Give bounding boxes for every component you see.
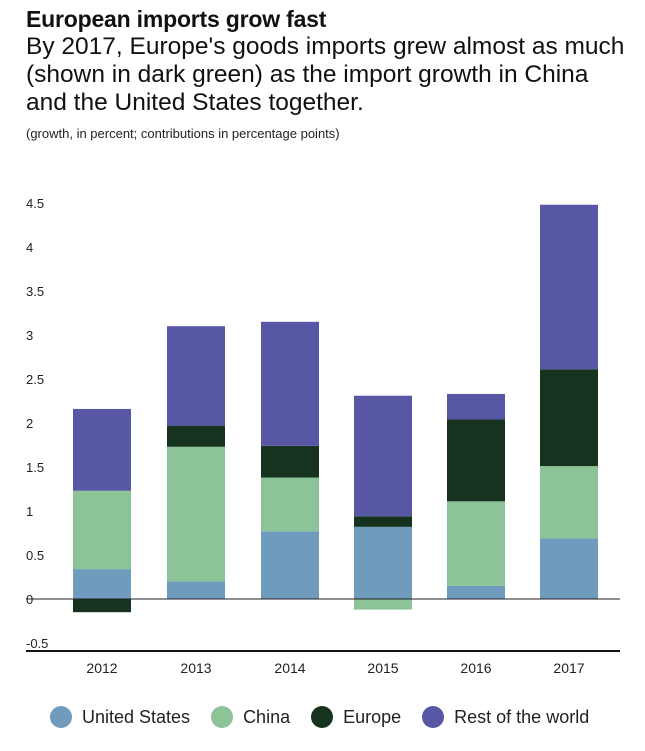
legend-label: Rest of the world	[454, 706, 590, 727]
bar-segment	[447, 585, 505, 599]
bar-segment	[167, 425, 225, 447]
chart-note: (growth, in percent; contributions in pe…	[26, 126, 340, 141]
bar-segment	[447, 393, 505, 420]
bar-segment	[447, 501, 505, 586]
y-tick-label: 3.5	[26, 284, 44, 299]
legend-label: China	[243, 706, 291, 727]
y-tick-label: 4.5	[26, 196, 44, 211]
bar-segment	[73, 408, 131, 491]
y-tick-label: 1	[26, 504, 33, 519]
y-tick-label: -0.5	[26, 636, 48, 651]
bar-segment	[354, 599, 412, 610]
bar-segment	[540, 204, 598, 370]
bar-segment	[167, 446, 225, 582]
legend-item-china: China	[211, 706, 290, 728]
y-tick-label: 2.5	[26, 372, 44, 387]
stacked-bar-chart: 4.543.532.521.510.50-0.52012201320142015…	[26, 196, 620, 676]
legend-label: Europe	[343, 706, 402, 727]
x-tick-label: 2012	[86, 660, 117, 676]
legend-swatch	[422, 706, 445, 728]
bar-segment	[540, 369, 598, 467]
x-tick-label: 2014	[274, 660, 305, 676]
bar-segment	[261, 477, 319, 532]
bar-segment	[73, 599, 131, 613]
bar-segment	[354, 526, 412, 599]
bar-segment	[167, 326, 225, 426]
x-tick-label: 2016	[460, 660, 491, 676]
bar-segment	[167, 581, 225, 599]
y-tick-label: 1.5	[26, 460, 44, 475]
y-tick-label: 3	[26, 328, 33, 343]
legend-swatch	[311, 706, 334, 728]
chart-subtitle: By 2017, Europe's goods imports grew alm…	[26, 33, 625, 116]
legend-label: United States	[82, 706, 191, 727]
x-tick-label: 2017	[553, 660, 584, 676]
x-tick-label: 2013	[180, 660, 211, 676]
legend: United States China Europe Rest of the w…	[50, 706, 610, 728]
y-tick-label: 0.5	[26, 548, 44, 563]
bar-segment	[540, 538, 598, 599]
bar-segment	[354, 516, 412, 527]
legend-item-rest-of-the-world: Rest of the world	[422, 706, 589, 728]
x-tick-label: 2015	[367, 660, 398, 676]
bar-segment	[261, 321, 319, 446]
bar-segment	[73, 490, 131, 570]
legend-swatch	[211, 706, 234, 728]
bar-segment	[354, 395, 412, 517]
bar-segment	[261, 531, 319, 599]
bar-segment	[447, 419, 505, 502]
legend-item-united-states: United States	[50, 706, 190, 728]
legend-item-europe: Europe	[311, 706, 401, 728]
bar-segment	[540, 466, 598, 539]
y-tick-label: 2	[26, 416, 33, 431]
bar-segment	[261, 445, 319, 478]
chart-title: European imports grow fast	[26, 6, 327, 32]
legend-swatch	[50, 706, 72, 728]
y-tick-label: 4	[26, 240, 33, 255]
bar-segment	[73, 569, 131, 599]
